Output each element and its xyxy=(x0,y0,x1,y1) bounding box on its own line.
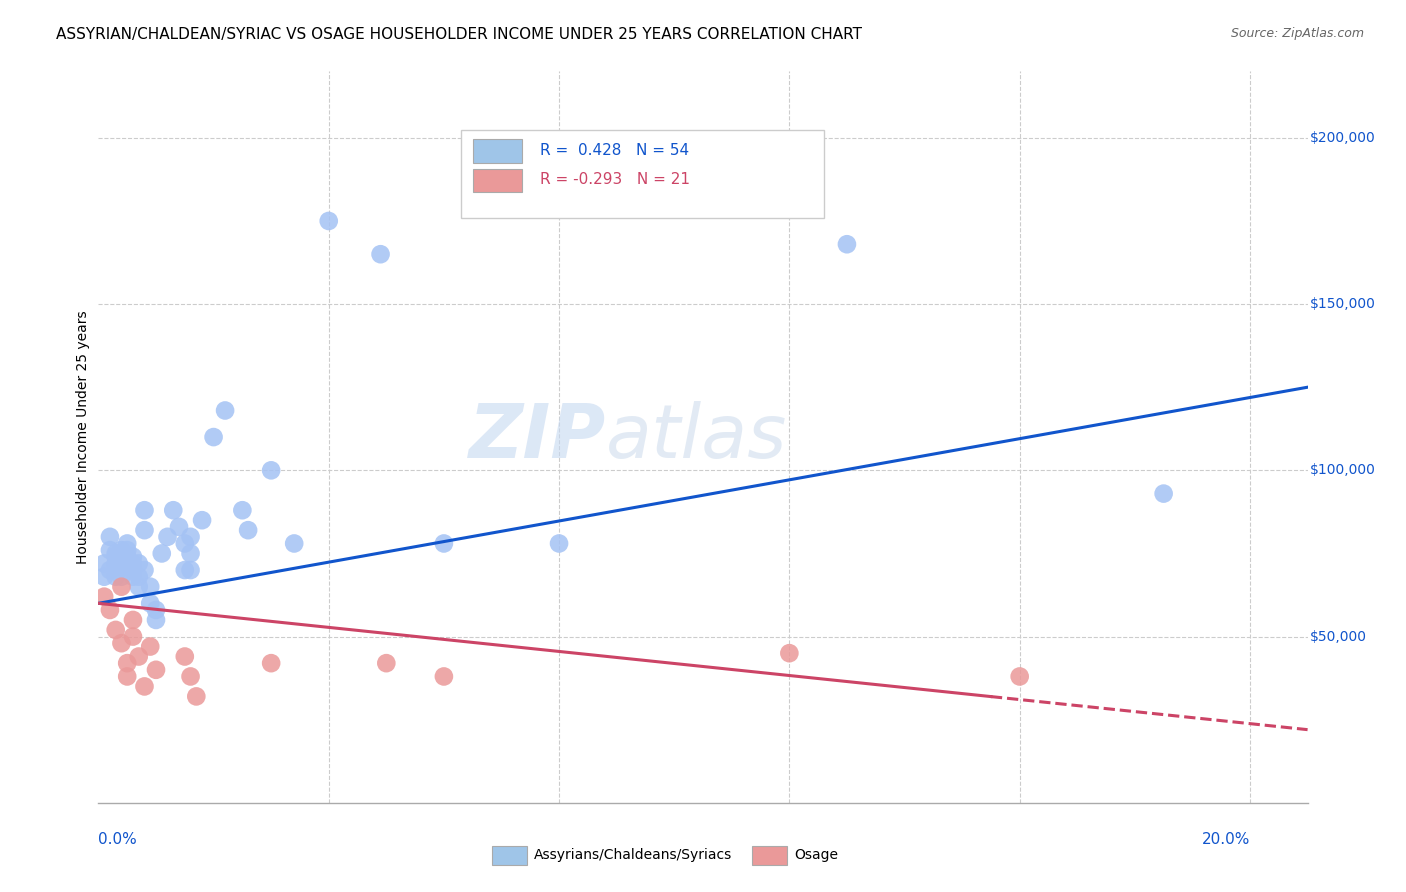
Point xyxy=(110,570,132,584)
Point xyxy=(180,546,202,560)
Y-axis label: Householder Income Under 25 years: Householder Income Under 25 years xyxy=(76,310,90,564)
Point xyxy=(375,656,398,670)
Text: $100,000: $100,000 xyxy=(1310,463,1376,477)
Point xyxy=(186,690,208,704)
Point xyxy=(167,520,190,534)
Point xyxy=(139,640,162,654)
Point xyxy=(115,543,138,558)
Point xyxy=(128,557,150,571)
Text: atlas: atlas xyxy=(606,401,787,473)
Point xyxy=(1153,486,1175,500)
Bar xyxy=(474,139,522,162)
Point xyxy=(104,557,127,571)
Point xyxy=(104,549,127,564)
Point xyxy=(139,596,162,610)
Point xyxy=(162,503,184,517)
Text: R = -0.293   N = 21: R = -0.293 N = 21 xyxy=(540,172,690,187)
Point xyxy=(433,536,456,550)
Point xyxy=(433,669,456,683)
Point xyxy=(98,543,121,558)
Point xyxy=(370,247,392,261)
Point xyxy=(180,530,202,544)
Point xyxy=(835,237,858,252)
Point xyxy=(145,663,167,677)
Point xyxy=(214,403,236,417)
Point xyxy=(134,680,156,694)
Point xyxy=(110,557,132,571)
Point xyxy=(110,636,132,650)
Point xyxy=(150,546,173,560)
Point xyxy=(180,669,202,683)
Point xyxy=(122,549,145,564)
Point xyxy=(202,430,225,444)
Point xyxy=(236,523,259,537)
Point xyxy=(548,536,571,550)
Point xyxy=(110,580,132,594)
Point xyxy=(180,563,202,577)
Bar xyxy=(474,169,522,192)
Point xyxy=(110,546,132,560)
Point xyxy=(173,563,195,577)
Point xyxy=(93,570,115,584)
Point xyxy=(98,530,121,544)
Text: ASSYRIAN/CHALDEAN/SYRIAC VS OSAGE HOUSEHOLDER INCOME UNDER 25 YEARS CORRELATION : ASSYRIAN/CHALDEAN/SYRIAC VS OSAGE HOUSEH… xyxy=(56,27,862,42)
Point xyxy=(104,570,127,584)
Point xyxy=(115,656,138,670)
Point xyxy=(98,563,121,577)
Point xyxy=(778,646,800,660)
Point xyxy=(139,580,162,594)
Point xyxy=(134,523,156,537)
Point xyxy=(156,530,179,544)
Point xyxy=(93,557,115,571)
Point xyxy=(122,630,145,644)
Point xyxy=(122,570,145,584)
Point xyxy=(134,563,156,577)
Point xyxy=(110,559,132,574)
Text: Osage: Osage xyxy=(794,848,838,863)
Text: 20.0%: 20.0% xyxy=(1202,832,1250,847)
Point xyxy=(122,557,145,571)
Text: Source: ZipAtlas.com: Source: ZipAtlas.com xyxy=(1230,27,1364,40)
Point xyxy=(128,580,150,594)
Point xyxy=(283,536,305,550)
Text: ZIP: ZIP xyxy=(470,401,606,474)
Point xyxy=(145,613,167,627)
Point xyxy=(110,543,132,558)
Point xyxy=(115,549,138,564)
Point xyxy=(115,557,138,571)
Point xyxy=(191,513,214,527)
Point xyxy=(128,649,150,664)
Text: Assyrians/Chaldeans/Syriacs: Assyrians/Chaldeans/Syriacs xyxy=(534,848,733,863)
Point xyxy=(260,463,283,477)
Point xyxy=(104,546,127,560)
Point xyxy=(115,536,138,550)
Text: R =  0.428   N = 54: R = 0.428 N = 54 xyxy=(540,143,689,158)
Point xyxy=(1008,669,1031,683)
Text: $150,000: $150,000 xyxy=(1310,297,1376,311)
Text: $50,000: $50,000 xyxy=(1310,630,1367,643)
Point xyxy=(104,623,127,637)
Point xyxy=(318,214,340,228)
Point xyxy=(128,570,150,584)
Point xyxy=(173,536,195,550)
FancyBboxPatch shape xyxy=(461,130,824,218)
Point xyxy=(93,590,115,604)
Text: 0.0%: 0.0% xyxy=(98,832,138,847)
Point xyxy=(260,656,283,670)
Point xyxy=(98,603,121,617)
Point xyxy=(122,613,145,627)
Point xyxy=(134,503,156,517)
Text: $200,000: $200,000 xyxy=(1310,131,1375,145)
Point xyxy=(115,669,138,683)
Point xyxy=(145,603,167,617)
Point xyxy=(231,503,253,517)
Point xyxy=(122,563,145,577)
Point xyxy=(173,649,195,664)
